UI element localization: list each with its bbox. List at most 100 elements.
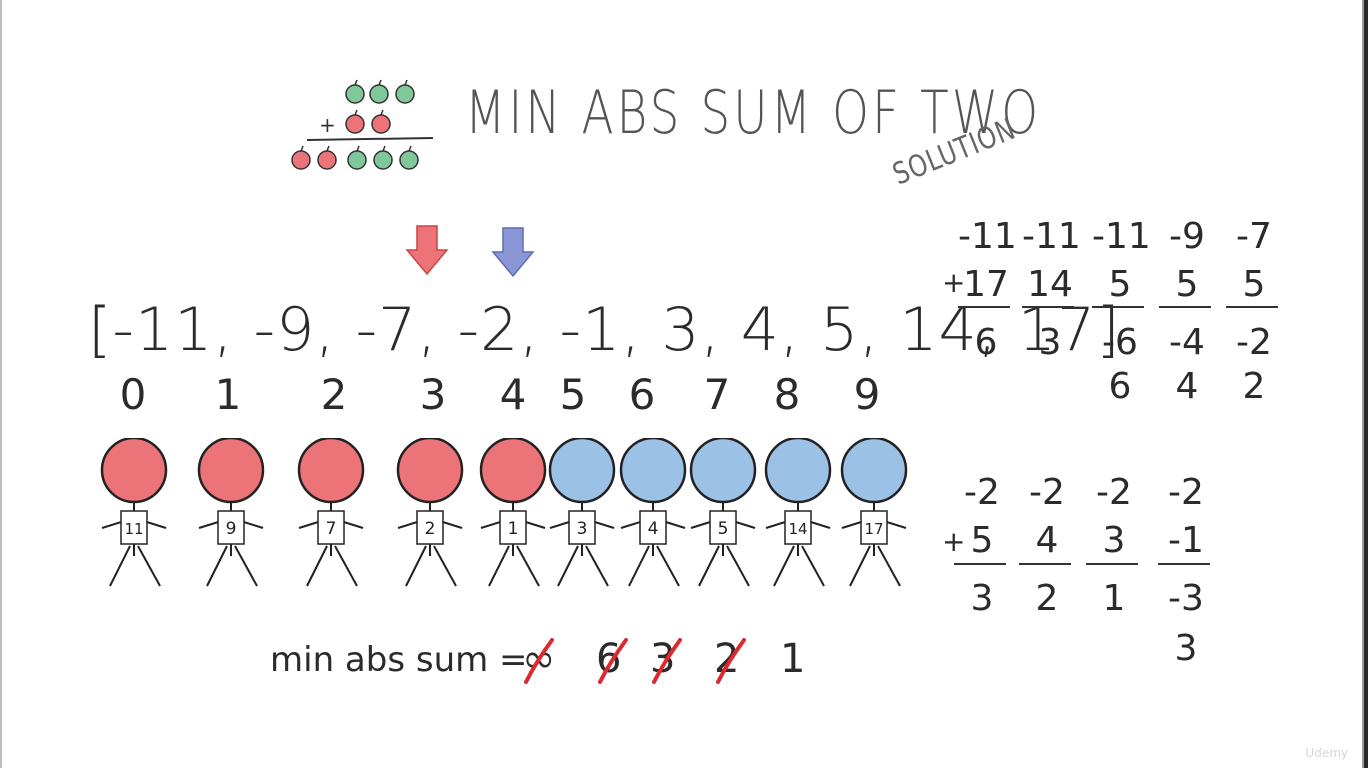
- calc-addend-a: -11: [1092, 216, 1151, 257]
- sorted-array: [-11, -9, -7, -2, -1, 3, 4, 5, 14, 17]: [88, 295, 1121, 365]
- calc-sum-line: [958, 306, 1010, 308]
- calc-abs-sum: 6: [1108, 366, 1132, 407]
- figure-value-label: 17: [864, 520, 883, 538]
- left-pointer-arrow-icon: [405, 225, 449, 276]
- apple-icon: [371, 109, 391, 134]
- array-index: 2: [320, 370, 348, 419]
- calc-abs-sum: 2: [1242, 366, 1266, 407]
- strike-through-mark: [524, 638, 554, 684]
- apple-icon: [291, 145, 311, 170]
- calc-addend-a: -7: [1236, 216, 1272, 257]
- calc-addend-b: 5: [1242, 264, 1266, 305]
- calc-sum-line: [1086, 563, 1138, 565]
- array-index: 1: [214, 370, 242, 419]
- calc-addend-a: -9: [1169, 216, 1205, 257]
- stick-figure: 1: [479, 438, 547, 587]
- right-pointer-arrow-icon: [491, 227, 535, 278]
- figure-value-label: 11: [124, 520, 143, 538]
- apple-icon: [317, 145, 337, 170]
- calc-sum-line: [1158, 563, 1210, 565]
- calc-sum: 6: [974, 322, 998, 363]
- stick-figure: 17: [840, 438, 908, 587]
- udemy-watermark: Udemy: [1305, 746, 1348, 760]
- min-abs-sum-crossed-value: 3: [650, 636, 676, 682]
- calc-addend-b: 5: [1108, 264, 1132, 305]
- calc-addend-b: 5: [970, 520, 994, 561]
- apple-icon: [399, 145, 419, 170]
- calc-plus-sign: +: [942, 266, 966, 299]
- apple-addition-logo: +: [291, 79, 434, 170]
- calc-sum-line: [954, 563, 1006, 565]
- calc-sum-line: [1092, 306, 1144, 308]
- min-abs-sum-label: min abs sum =: [270, 640, 528, 680]
- calc-sum: 3: [970, 578, 994, 619]
- stick-figure: 7: [297, 438, 365, 587]
- strike-through-mark: [652, 638, 682, 684]
- calc-sum-line: [1159, 306, 1211, 308]
- figure-value-label: 1: [508, 519, 519, 539]
- strike-through-mark: [598, 638, 628, 684]
- calc-addend-b: 5: [1175, 264, 1199, 305]
- min-abs-sum-current-value: 1: [780, 636, 806, 682]
- figure-value-label: 5: [718, 519, 729, 539]
- frame-right-shadow: [1362, 0, 1364, 768]
- calc-addend-b: 17: [963, 264, 1009, 305]
- figure-value-label: 4: [648, 519, 659, 539]
- array-index: 7: [703, 370, 731, 419]
- apple-icon: [369, 79, 389, 104]
- frame-right-border: [1364, 0, 1368, 768]
- array-index: 8: [773, 370, 801, 419]
- apple-icon: [345, 109, 365, 134]
- apple-icon: [345, 79, 365, 104]
- array-index: 0: [119, 370, 147, 419]
- frame-left-border: [0, 0, 2, 768]
- figure-value-label: 9: [226, 519, 237, 539]
- calc-abs-sum: 3: [1174, 628, 1198, 669]
- calc-sum-line: [1019, 563, 1071, 565]
- calc-addend-a: -2: [1029, 472, 1065, 513]
- calc-sum: -6: [1102, 322, 1138, 363]
- stick-figure: 11: [100, 438, 168, 587]
- calc-sum: -3: [1168, 578, 1204, 619]
- stick-figures-row: 11 9 7 2 1 3 4 5 14 17: [100, 438, 908, 587]
- stick-figure: 4: [619, 438, 687, 587]
- min-abs-sum-crossed-value: 2: [714, 636, 740, 682]
- calc-addend-a: -2: [964, 472, 1000, 513]
- calc-sum: 2: [1035, 578, 1059, 619]
- stick-figure: 14: [764, 438, 832, 587]
- logo-plus-sign: +: [319, 113, 336, 137]
- calc-addend-a: -2: [1168, 472, 1204, 513]
- calc-plus-sign: +: [942, 525, 966, 558]
- stick-figure: 2: [396, 438, 464, 587]
- stick-figure: 5: [689, 438, 757, 587]
- array-index: 5: [559, 370, 587, 419]
- calc-sum: -4: [1169, 322, 1205, 363]
- min-abs-sum-crossed-value: 6: [596, 636, 622, 682]
- calc-addend-b: 14: [1027, 264, 1073, 305]
- calc-addend-b: 3: [1102, 520, 1126, 561]
- apple-icon: [373, 145, 393, 170]
- calc-sum: 1: [1102, 578, 1126, 619]
- strike-through-mark: [716, 638, 746, 684]
- stick-figure: 9: [197, 438, 265, 587]
- array-index: 9: [853, 370, 881, 419]
- calc-addend-b: -1: [1168, 520, 1204, 561]
- stick-figure: 3: [548, 438, 616, 587]
- apple-icon: [347, 145, 367, 170]
- figure-value-label: 14: [788, 520, 807, 538]
- array-index: 6: [628, 370, 656, 419]
- calc-sum: -2: [1236, 322, 1272, 363]
- array-index: 4: [499, 370, 527, 419]
- figure-value-label: 7: [326, 519, 337, 539]
- calc-addend-a: -2: [1096, 472, 1132, 513]
- apple-icon: [395, 79, 415, 104]
- page-title: MIN ABS SUM OF TWO: [465, 78, 1042, 148]
- figure-value-label: 3: [577, 519, 588, 539]
- logo-sum-line: [306, 137, 434, 141]
- calc-sum-line: [1226, 306, 1278, 308]
- calc-addend-a: -11: [1022, 216, 1081, 257]
- calc-sum: 3: [1038, 322, 1062, 363]
- calc-abs-sum: 4: [1175, 366, 1199, 407]
- figure-value-label: 2: [425, 519, 436, 539]
- calc-addend-b: 4: [1035, 520, 1059, 561]
